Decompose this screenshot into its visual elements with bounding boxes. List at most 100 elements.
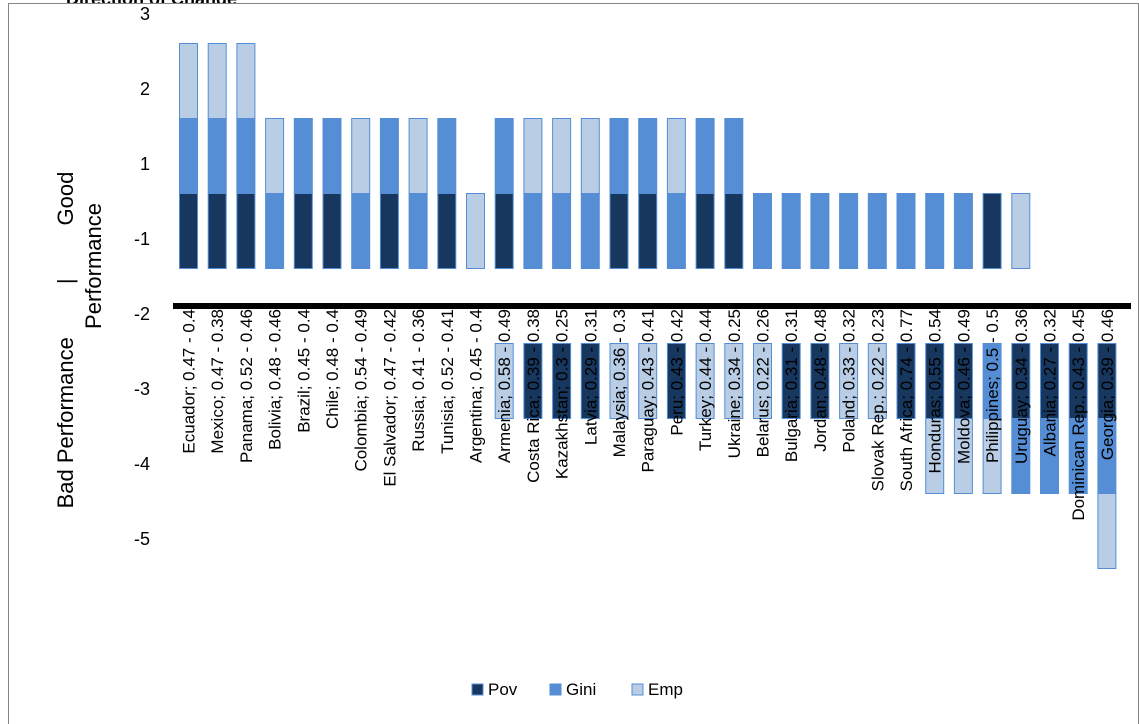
- legend-swatch-emp: [631, 683, 644, 696]
- bar-segment-gini: [379, 118, 399, 194]
- bar-segment-pov: [552, 343, 572, 419]
- bar-segment-pov: [724, 193, 744, 269]
- bar-segment-gini: [609, 118, 629, 194]
- category-label: Peru; 0.43 - 0.42: [667, 309, 686, 436]
- bar-segment-emp: [867, 343, 887, 419]
- category-label: Bolivia; 0.48 - 0.46: [266, 309, 285, 450]
- category-label: Georgia; 0.39 - 0.46: [1098, 309, 1117, 460]
- category-label: Dominican Rep.; 0.43 - 0.45: [1069, 309, 1088, 521]
- y-tick-label: -1: [134, 229, 150, 249]
- bar-segment-emp: [351, 118, 371, 194]
- bar-segment-gini: [1068, 418, 1088, 494]
- category-label: Mexico; 0.47 - 0.38: [208, 309, 227, 454]
- bar-segment-emp: [265, 118, 285, 194]
- category-label: Kazakhstan; 0.3 - 0.25: [553, 309, 572, 479]
- bar-segment-emp: [523, 118, 543, 194]
- bar-segment-emp: [580, 118, 600, 194]
- bar-segment-pov: [236, 193, 256, 269]
- bar-segment-pov: [379, 193, 399, 269]
- category-label: Philippines; 0.5 - 0.5: [983, 309, 1002, 463]
- bar-segment-gini: [867, 193, 887, 269]
- bar-segment-pov: [638, 193, 658, 269]
- bar-segment-gini: [953, 193, 973, 269]
- bar-segment-pov: [437, 193, 457, 269]
- bar-segment-pov: [695, 193, 715, 269]
- bar-segment-gini: [781, 193, 801, 269]
- category-label: Colombia; 0.54 - 0.49: [352, 309, 371, 472]
- bar-segment-gini: [839, 193, 859, 269]
- bar-segment-pov: [580, 343, 600, 419]
- y-axis-ticks: 4321-1-2-3-4-5: [134, 4, 150, 549]
- category-label: Ecuador; 0.47 - 0.4: [180, 309, 199, 454]
- bar-segment-emp: [408, 118, 428, 194]
- bar-segment-gini: [666, 193, 686, 269]
- category-label: Paraguay; 0.43 - 0.41: [639, 309, 658, 473]
- y-tick-label: -3: [134, 379, 150, 399]
- y-tick-label: -2: [134, 304, 150, 324]
- category-label: Brazil; 0.45 - 0.4: [294, 309, 313, 433]
- bar-segment-gini: [1011, 418, 1031, 494]
- bar-segment-emp: [724, 343, 744, 419]
- bar-segment-pov: [207, 193, 227, 269]
- bar-segment-gini: [408, 193, 428, 269]
- bar-segment-emp: [925, 418, 945, 494]
- category-label: Costa Rica; 0.39 - 0.38: [524, 309, 543, 483]
- bar-segment-gini: [322, 118, 342, 194]
- bars: [179, 43, 1117, 569]
- y-tick-label: -5: [134, 529, 150, 549]
- bar-segment-gini: [695, 118, 715, 194]
- legend-swatch-pov: [471, 683, 484, 696]
- bar-segment-emp: [1011, 193, 1031, 269]
- legend-label-emp: Emp: [648, 680, 683, 699]
- legend-label-pov: Pov: [488, 680, 518, 699]
- bar-segment-emp: [207, 43, 227, 119]
- legend-swatch-gini: [549, 683, 562, 696]
- category-label: Ukraine; 0.34 - 0.25: [725, 309, 744, 458]
- bar-segment-pov: [982, 193, 1002, 269]
- bar-segment-emp: [466, 193, 485, 269]
- bar-segment-emp: [666, 118, 686, 194]
- bar-segment-pov: [179, 193, 198, 269]
- y-tick-label: 1: [140, 154, 150, 174]
- bar-segment-emp: [695, 343, 715, 419]
- bar-segment-emp: [638, 343, 658, 419]
- bar-segment-emp: [236, 43, 256, 119]
- bar-segment-gini: [265, 193, 285, 269]
- bar-segment-emp: [1097, 493, 1117, 569]
- category-label: Armenia; 0.58 - 0.49: [495, 309, 514, 463]
- bar-segment-gini: [724, 118, 744, 194]
- category-label: Chile; 0.48 - 0.4: [323, 309, 342, 429]
- y-label-line-1: Bad Performance|Good: [53, 172, 78, 509]
- bar-segment-pov: [322, 193, 342, 269]
- category-label: Panama; 0.52 - 0.46: [237, 309, 256, 463]
- category-label: Russia; 0.41 - 0.36: [409, 309, 428, 452]
- bar-segment-emp: [982, 418, 1002, 494]
- bar-segment-emp: [609, 343, 629, 419]
- category-label: South Africa; 0.74 - 0.77: [897, 309, 916, 491]
- bar-segment-emp: [953, 418, 973, 494]
- bar-segment-gini: [293, 118, 313, 194]
- category-label: El Salvador; 0.47 - 0.42: [380, 309, 399, 487]
- category-label: Slovak Rep.; 0.22 - 0.23: [868, 309, 887, 491]
- bar-segment-gini: [523, 193, 543, 269]
- bar-segment-pov: [293, 193, 313, 269]
- legend: Pov Gini Emp: [471, 680, 683, 699]
- bar-segment-gini: [810, 193, 830, 269]
- category-label: Honduras; 0.55 - 0.54: [926, 309, 945, 473]
- category-label: Bulgaria; 0.31 - 0.31: [782, 309, 801, 462]
- y-tick-label: -4: [134, 454, 150, 474]
- bar-segment-pov: [896, 343, 916, 419]
- y-tick-label: 2: [140, 79, 150, 99]
- bar-segment-gini: [1040, 418, 1059, 494]
- y-label-line-2: Performance: [81, 203, 106, 329]
- bar-segment-emp: [494, 343, 514, 419]
- bar-segment-emp: [179, 43, 198, 119]
- bar-segment-gini: [638, 118, 658, 194]
- category-label: Poland; 0.33 - 0.32: [840, 309, 859, 453]
- legend-label-gini: Gini: [566, 680, 596, 699]
- bar-segment-gini: [494, 118, 514, 194]
- category-label: Uruguay; 0.34 - 0.36: [1012, 309, 1031, 464]
- category-labels: Ecuador; 0.47 - 0.4 Mexico; 0.47 - 0.38 Pa…: [180, 309, 1117, 521]
- bar-segment-gini: [552, 193, 572, 269]
